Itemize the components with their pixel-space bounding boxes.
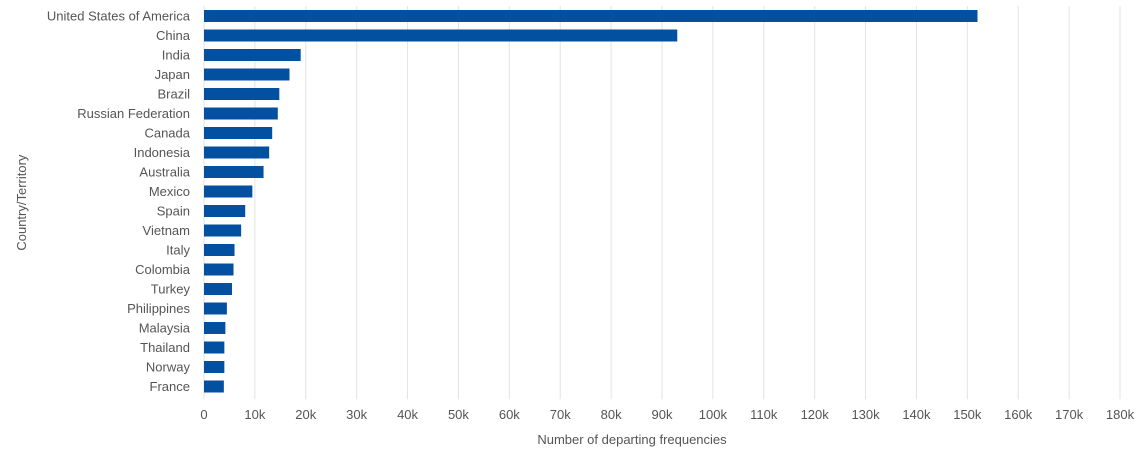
category-label: Brazil: [157, 87, 190, 102]
bar[interactable]: [204, 244, 235, 256]
bar[interactable]: [204, 146, 270, 159]
bar[interactable]: [204, 29, 678, 42]
category-label: Colombia: [135, 262, 191, 277]
bars: [204, 10, 978, 393]
bar[interactable]: [204, 185, 253, 198]
category-label: Thailand: [140, 340, 190, 355]
bar[interactable]: [204, 224, 242, 237]
bar[interactable]: [204, 283, 232, 295]
category-labels: United States of America China India Japan B…: [47, 9, 191, 395]
category-label: United States of America: [47, 9, 191, 24]
x-tick-label: 100k: [699, 407, 728, 422]
x-tick-label: 10k: [244, 407, 265, 422]
bar[interactable]: [204, 341, 225, 354]
bar[interactable]: [204, 205, 246, 217]
bar[interactable]: [204, 49, 301, 61]
category-label: China: [156, 28, 191, 43]
bar[interactable]: [204, 380, 224, 393]
x-tick-label: 70k: [550, 407, 571, 422]
category-label: Japan: [155, 67, 190, 82]
bar[interactable]: [204, 88, 280, 100]
x-tick-label: 40k: [397, 407, 418, 422]
x-tick-label: 110k: [750, 407, 778, 422]
category-label: India: [162, 48, 191, 63]
category-label: Canada: [144, 126, 190, 141]
category-label: Norway: [146, 360, 191, 375]
x-tick-label: 80k: [601, 407, 622, 422]
bar[interactable]: [204, 68, 290, 81]
x-tick-label: 180k: [1106, 407, 1135, 422]
x-axis-title: Number of departing frequencies: [537, 432, 727, 447]
x-tick-label: 170k: [1055, 407, 1084, 422]
bar[interactable]: [204, 302, 227, 315]
bar[interactable]: [204, 322, 226, 334]
x-tick-label: 50k: [448, 407, 469, 422]
x-tick-label: 0: [200, 407, 207, 422]
bar[interactable]: [204, 263, 234, 276]
category-label: France: [150, 379, 190, 394]
bar[interactable]: [204, 10, 978, 22]
x-tick-label: 120k: [801, 407, 830, 422]
y-axis-title: Country/Territory: [14, 154, 29, 251]
x-tick-label: 20k: [295, 407, 316, 422]
category-label: Mexico: [149, 184, 190, 199]
x-tick-label: 150k: [953, 407, 982, 422]
category-label: Italy: [166, 243, 190, 258]
x-tick-label: 160k: [1004, 407, 1033, 422]
category-label: Australia: [139, 165, 190, 180]
x-tick-label: 130k: [851, 407, 880, 422]
x-tick-label: 140k: [902, 407, 931, 422]
category-label: Turkey: [151, 282, 191, 297]
category-label: Russian Federation: [77, 106, 190, 121]
category-label: Malaysia: [139, 321, 191, 336]
bar[interactable]: [204, 107, 278, 120]
gridlines: [203, 6, 1121, 400]
x-tick-label: 90k: [652, 407, 673, 422]
category-label: Vietnam: [143, 223, 190, 238]
category-label: Philippines: [127, 301, 190, 316]
x-tick-label: 60k: [499, 407, 520, 422]
category-label: Indonesia: [134, 145, 191, 160]
bar[interactable]: [204, 166, 264, 178]
category-label: Spain: [157, 204, 190, 219]
x-tick-label: 30k: [346, 407, 367, 422]
bar[interactable]: [204, 127, 273, 139]
bar[interactable]: [204, 361, 225, 373]
x-tick-labels: 0 10k 20k 30k 40k 50k 60k 70k 80k 90k 100k 110k 120k…: [200, 407, 1134, 422]
